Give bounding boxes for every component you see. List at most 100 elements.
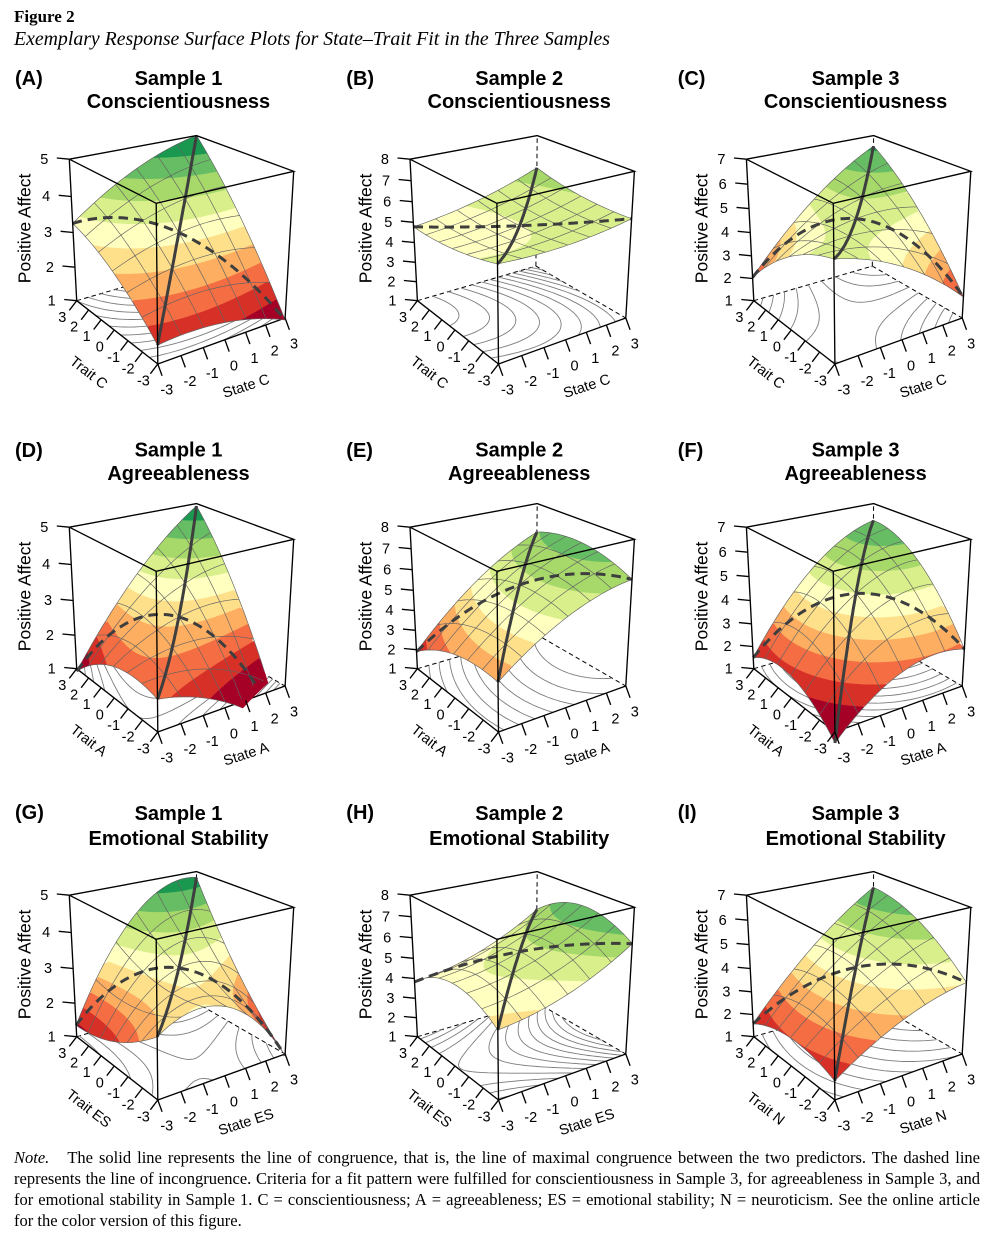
svg-text:State C: State C <box>221 372 272 402</box>
svg-text:1: 1 <box>423 1065 431 1081</box>
svg-text:6: 6 <box>383 194 391 210</box>
svg-text:4: 4 <box>721 593 729 609</box>
svg-text:4: 4 <box>385 603 393 619</box>
svg-text:0: 0 <box>571 726 579 742</box>
svg-text:2: 2 <box>747 687 755 703</box>
svg-text:-3: -3 <box>137 373 150 389</box>
svg-text:3: 3 <box>722 616 730 632</box>
svg-text:3: 3 <box>399 678 407 694</box>
svg-text:-3: -3 <box>137 741 150 757</box>
svg-text:Conscientiousness: Conscientiousness <box>764 91 947 113</box>
svg-text:3: 3 <box>967 1073 975 1089</box>
svg-text:4: 4 <box>721 225 729 241</box>
svg-text:(H): (H) <box>346 802 374 824</box>
svg-text:Trait C: Trait C <box>744 354 788 393</box>
svg-text:3: 3 <box>722 248 730 264</box>
svg-text:2: 2 <box>747 319 755 335</box>
svg-text:State C: State C <box>561 372 612 402</box>
svg-text:2: 2 <box>387 1010 395 1026</box>
svg-text:1: 1 <box>760 1065 768 1081</box>
svg-text:-2: -2 <box>184 1110 197 1126</box>
svg-text:1: 1 <box>760 329 768 345</box>
svg-text:2: 2 <box>271 1080 279 1096</box>
svg-text:-3: -3 <box>160 383 173 399</box>
svg-text:State ES: State ES <box>217 1106 276 1139</box>
svg-text:(E): (E) <box>346 440 373 462</box>
svg-text:5: 5 <box>384 215 392 231</box>
svg-text:0: 0 <box>436 339 444 355</box>
svg-text:1: 1 <box>591 1087 599 1103</box>
svg-text:8: 8 <box>381 888 389 904</box>
svg-text:-1: -1 <box>107 350 120 366</box>
svg-text:-2: -2 <box>122 1097 135 1113</box>
svg-text:1: 1 <box>591 719 599 735</box>
svg-text:-3: -3 <box>478 741 491 757</box>
svg-text:0: 0 <box>230 1094 238 1110</box>
svg-text:2: 2 <box>46 628 54 644</box>
svg-text:3: 3 <box>967 337 975 353</box>
svg-text:(I): (I) <box>678 802 697 824</box>
svg-text:-2: -2 <box>524 374 537 390</box>
svg-text:0: 0 <box>907 358 915 374</box>
svg-text:Sample 2: Sample 2 <box>475 68 563 90</box>
svg-text:State A: State A <box>562 740 612 770</box>
svg-text:2: 2 <box>411 1055 419 1071</box>
svg-text:-3: -3 <box>160 751 173 767</box>
svg-text:2: 2 <box>724 271 732 287</box>
svg-text:State C: State C <box>898 372 949 402</box>
svg-text:1: 1 <box>83 1065 91 1081</box>
svg-text:5: 5 <box>40 520 48 536</box>
svg-text:1: 1 <box>725 1029 733 1045</box>
svg-text:-3: -3 <box>478 373 491 389</box>
svg-text:0: 0 <box>230 726 238 742</box>
svg-text:Positive Affect: Positive Affect <box>355 909 375 1019</box>
svg-text:0: 0 <box>907 726 915 742</box>
svg-text:0: 0 <box>773 707 781 723</box>
svg-text:0: 0 <box>96 339 104 355</box>
svg-text:5: 5 <box>384 951 392 967</box>
svg-text:-2: -2 <box>861 1110 874 1126</box>
svg-text:3: 3 <box>722 984 730 1000</box>
svg-text:1: 1 <box>760 697 768 713</box>
svg-text:1: 1 <box>83 697 91 713</box>
svg-text:-2: -2 <box>799 1097 812 1113</box>
svg-text:3: 3 <box>735 1046 743 1062</box>
svg-text:(C): (C) <box>678 68 706 90</box>
svg-text:4: 4 <box>385 971 393 987</box>
svg-text:0: 0 <box>773 1075 781 1091</box>
svg-text:2: 2 <box>948 344 956 360</box>
svg-text:-3: -3 <box>837 383 850 399</box>
svg-text:-3: -3 <box>814 373 827 389</box>
svg-text:-1: -1 <box>448 1086 461 1102</box>
svg-text:(G): (G) <box>15 802 44 824</box>
svg-text:-3: -3 <box>501 383 514 399</box>
svg-text:-1: -1 <box>883 366 896 382</box>
svg-text:-1: -1 <box>547 734 560 750</box>
svg-text:7: 7 <box>382 541 390 557</box>
svg-text:State A: State A <box>899 740 949 770</box>
svg-text:3: 3 <box>967 705 975 721</box>
svg-text:-1: -1 <box>206 366 219 382</box>
svg-text:2: 2 <box>747 1055 755 1071</box>
svg-text:5: 5 <box>720 937 728 953</box>
svg-text:Trait A: Trait A <box>408 722 451 760</box>
svg-text:3: 3 <box>399 310 407 326</box>
svg-text:Conscientiousness: Conscientiousness <box>87 91 270 113</box>
svg-text:2: 2 <box>948 712 956 728</box>
svg-text:1: 1 <box>388 293 396 309</box>
svg-text:-2: -2 <box>122 729 135 745</box>
svg-text:Positive Affect: Positive Affect <box>692 541 712 651</box>
svg-text:1: 1 <box>928 719 936 735</box>
svg-text:-1: -1 <box>448 718 461 734</box>
svg-text:5: 5 <box>40 152 48 168</box>
svg-text:4: 4 <box>42 189 50 205</box>
svg-text:2: 2 <box>611 712 619 728</box>
svg-text:-3: -3 <box>501 1119 514 1135</box>
svg-text:Positive Affect: Positive Affect <box>692 909 712 1019</box>
svg-text:3: 3 <box>631 1073 639 1089</box>
svg-text:2: 2 <box>948 1080 956 1096</box>
svg-text:Positive Affect: Positive Affect <box>355 173 375 283</box>
svg-text:Sample 2: Sample 2 <box>475 803 563 825</box>
svg-text:7: 7 <box>717 888 725 904</box>
svg-text:-3: -3 <box>814 1109 827 1125</box>
